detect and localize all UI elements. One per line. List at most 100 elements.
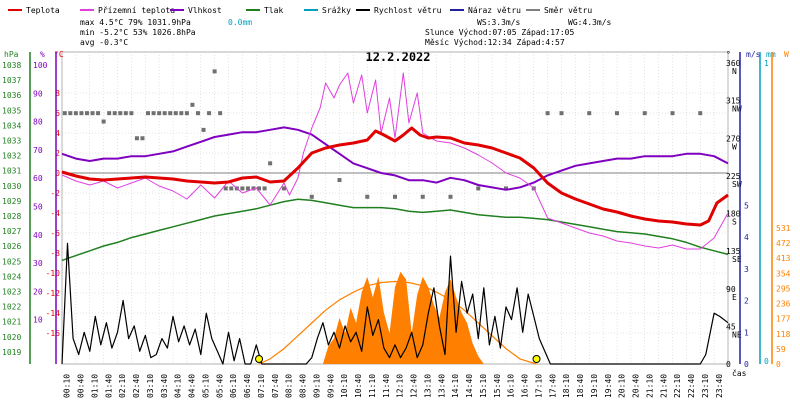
x-tick: 06:40 xyxy=(243,374,252,398)
x-tick: 22:40 xyxy=(687,374,696,398)
wind-direction-point xyxy=(84,111,89,116)
wind-direction-point xyxy=(73,111,78,116)
chart-title: 12.2.2022 xyxy=(365,50,430,64)
x-tick: 09:10 xyxy=(312,374,321,398)
wind-direction-point xyxy=(337,178,342,183)
deg-dir-tick: NE xyxy=(732,330,742,339)
deg-tick: 135 xyxy=(726,247,741,256)
wind-direction-point xyxy=(420,194,425,199)
hpa-tick: 1022 xyxy=(2,303,21,312)
ms-tick: 5 xyxy=(744,201,749,210)
w-tick: 472 xyxy=(776,239,791,248)
legend: Teplota Přízemní teplota Vlhkost Tlak Srážky… xyxy=(8,6,592,15)
x-tick: 15:10 xyxy=(479,374,488,398)
w-tick: 236 xyxy=(776,300,791,309)
legend-label: Směr větru xyxy=(544,6,592,15)
solar-area xyxy=(62,271,728,364)
hpa-tick: 1036 xyxy=(2,91,21,100)
x-tick: 01:10 xyxy=(90,374,99,398)
deg-tick: 270 xyxy=(726,134,741,143)
temp-tick: 0 xyxy=(55,169,60,178)
x-tick: 00:40 xyxy=(77,374,86,398)
x-tick: 22:10 xyxy=(673,374,682,398)
wind-direction-point xyxy=(476,186,481,191)
wind-direction-point xyxy=(559,111,564,116)
w-tick: 354 xyxy=(776,269,791,278)
deg-tick: 225 xyxy=(726,172,741,181)
stats-panel: max 4.5°C 79% 1031.9hPa 0.0mm min -5.2°C… xyxy=(80,18,612,47)
pct-tick: 60 xyxy=(33,174,43,183)
pct-tick: 40 xyxy=(33,231,43,240)
plot-area xyxy=(61,51,729,365)
deg-dir-tick: W xyxy=(732,142,737,151)
legend-label: Náraz větru xyxy=(468,6,521,15)
wind-direction-point xyxy=(587,111,592,116)
hpa-tick: 1026 xyxy=(2,242,21,251)
x-tick: 13:40 xyxy=(437,374,446,398)
x-tick: 21:10 xyxy=(645,374,654,398)
temp-tick: -12 xyxy=(46,289,61,298)
mm-tick: 0 xyxy=(764,357,769,366)
hpa-tick: 1037 xyxy=(2,76,21,85)
axes: hPa% °C1038103710361035103410331032103110… xyxy=(2,50,791,398)
x-tick: 11:10 xyxy=(368,374,377,398)
wind-direction-point xyxy=(218,111,223,116)
x-tick: 23:10 xyxy=(701,374,710,398)
stats-min: min -5.2°C 53% 1026.8hPa xyxy=(80,28,196,37)
wind-direction-point xyxy=(698,111,703,116)
hpa-tick: 1031 xyxy=(2,167,21,176)
pressure-line xyxy=(61,198,729,262)
hpa-tick: 1027 xyxy=(2,227,21,236)
wind-direction-point xyxy=(162,111,167,116)
deg-dir-tick: NW xyxy=(732,105,742,114)
pct-tick: 70 xyxy=(33,146,43,155)
wind-direction-point xyxy=(207,111,212,116)
hpa-tick: 1025 xyxy=(2,257,21,266)
temp-axis-label: °C xyxy=(54,50,64,59)
x-tick: 14:10 xyxy=(451,374,460,398)
w-tick: 413 xyxy=(776,254,791,263)
x-tick: 09:40 xyxy=(326,374,335,398)
temp-tick: 8 xyxy=(55,89,60,98)
x-tick: 13:10 xyxy=(423,374,432,398)
ms-axis-label: m/s xyxy=(746,50,761,59)
x-tick: 07:40 xyxy=(271,374,280,398)
deg-tick: 360 xyxy=(726,59,741,68)
ground-temp-line xyxy=(61,72,729,250)
stats-ws: WS:3.3m/s xyxy=(477,18,521,27)
wind-direction-point xyxy=(615,111,619,116)
x-tick: 02:40 xyxy=(132,374,141,398)
pct-tick: 80 xyxy=(33,118,43,127)
deg-axis-label: ° xyxy=(726,50,731,59)
wind-direction-point xyxy=(240,186,245,191)
w-tick: 295 xyxy=(776,284,791,293)
wind-direction-point xyxy=(268,161,273,166)
pct-tick: 90 xyxy=(33,89,43,98)
wind-direction-point xyxy=(62,111,67,116)
x-tick: 12:10 xyxy=(396,374,405,398)
hpa-tick: 1038 xyxy=(2,61,21,70)
w-tick: 59 xyxy=(776,345,786,354)
x-tick: 18:40 xyxy=(576,374,585,398)
w-tick: 177 xyxy=(776,315,791,324)
hpa-tick: 1019 xyxy=(2,348,21,357)
wind-direction-point xyxy=(101,119,106,124)
x-tick: 04:40 xyxy=(188,374,197,398)
wind-direction-point xyxy=(642,111,647,116)
legend-label: Vlhkost xyxy=(188,6,222,15)
x-tick: 20:10 xyxy=(618,374,627,398)
x-tick: 17:40 xyxy=(548,374,557,398)
x-tick: 18:10 xyxy=(562,374,571,398)
x-tick: 01:40 xyxy=(104,374,113,398)
wind-direction-point xyxy=(365,194,370,199)
wind-direction-point xyxy=(184,111,189,116)
wind-direction-point xyxy=(245,186,250,191)
temp-tick: 4 xyxy=(55,129,60,138)
wind-direction-point xyxy=(96,111,101,116)
w-axis-label: W xyxy=(784,50,789,59)
wind-direction-point xyxy=(212,69,217,74)
temp-tick: -16 xyxy=(46,329,61,338)
wind-direction-point xyxy=(151,111,156,116)
pct-tick: 100 xyxy=(33,61,48,70)
